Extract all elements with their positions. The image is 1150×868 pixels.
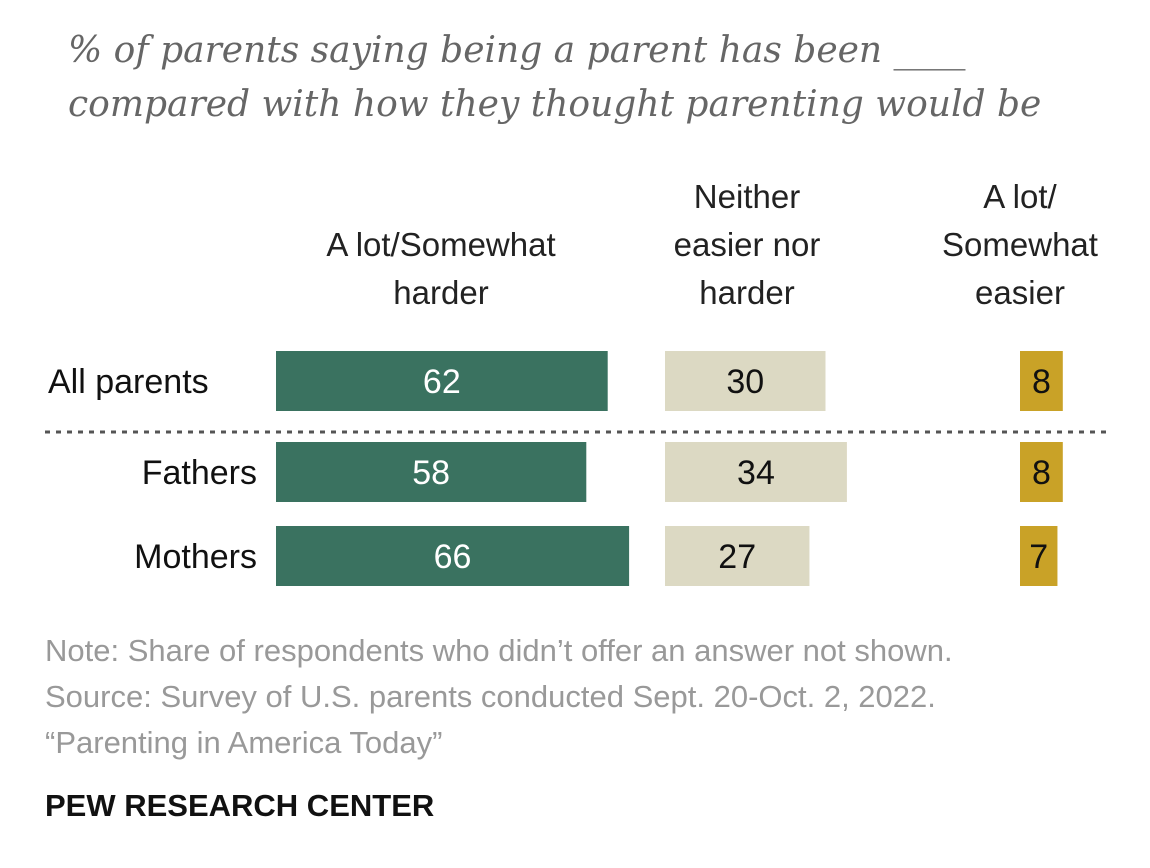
bar-chart: A lot/Somewhat harder Neither easier nor har… [45, 178, 1110, 586]
row-label: Fathers [142, 454, 257, 492]
bar [276, 351, 608, 411]
bar [276, 442, 587, 502]
bar [1020, 526, 1058, 586]
bar-value-label: 34 [737, 454, 775, 492]
bar-value-label: 8 [1032, 363, 1051, 401]
chart-note: Note: Share of respondents who didn’t of… [45, 628, 953, 766]
column-header-line: harder [393, 274, 488, 311]
bar [1020, 351, 1063, 411]
chart-title-line-1: % of parents saying being a parent has b… [68, 30, 966, 71]
bar [665, 442, 847, 502]
bar-value-label: 30 [726, 363, 764, 401]
row-label: Mothers [134, 538, 257, 576]
column-header-line: Somewhat [942, 226, 1098, 263]
bar-value-label: 7 [1029, 538, 1048, 576]
row-label: All parents [48, 363, 209, 401]
bar [276, 526, 630, 586]
chart-title: % of parents saying being a parent has b… [68, 24, 1128, 132]
bar [1020, 442, 1063, 502]
column-header-line: easier [975, 274, 1065, 311]
column-header-line: harder [699, 274, 794, 311]
bar [665, 526, 810, 586]
column-headers: A lot/Somewhat harder Neither easier nor har… [326, 178, 1098, 311]
source-line: Source: Survey of U.S. parents conducted… [45, 679, 936, 714]
column-header-line: A lot/ [983, 178, 1057, 215]
column-header-line: Neither [694, 178, 800, 215]
column-header-line: A lot/Somewhat [326, 226, 555, 263]
bar-value-label: 62 [423, 363, 461, 401]
bar-value-label: 66 [434, 538, 472, 576]
report-title-line: “Parenting in America Today” [45, 725, 443, 760]
bar [665, 351, 826, 411]
bar-value-label: 27 [718, 538, 756, 576]
brand-footer: PEW RESEARCH CENTER [45, 788, 435, 823]
chart-title-line-2: compared with how they thought parenting… [68, 84, 1042, 125]
chart-rows: All parents 62 30 8 Fathers 58 34 8 Mothers 66 27 7 [48, 351, 1063, 586]
note-line: Note: Share of respondents who didn’t of… [45, 633, 953, 668]
bar-value-label: 8 [1032, 454, 1051, 492]
bar-value-label: 58 [412, 454, 450, 492]
column-header-line: easier nor [674, 226, 821, 263]
